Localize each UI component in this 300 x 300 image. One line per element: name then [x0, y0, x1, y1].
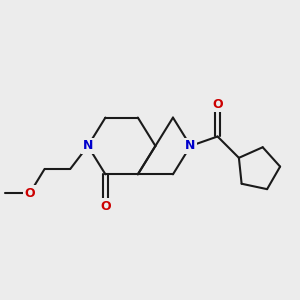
Text: N: N: [83, 140, 93, 152]
Text: O: O: [212, 98, 223, 111]
Text: N: N: [185, 140, 196, 152]
Text: O: O: [24, 187, 35, 200]
Text: O: O: [100, 200, 111, 213]
